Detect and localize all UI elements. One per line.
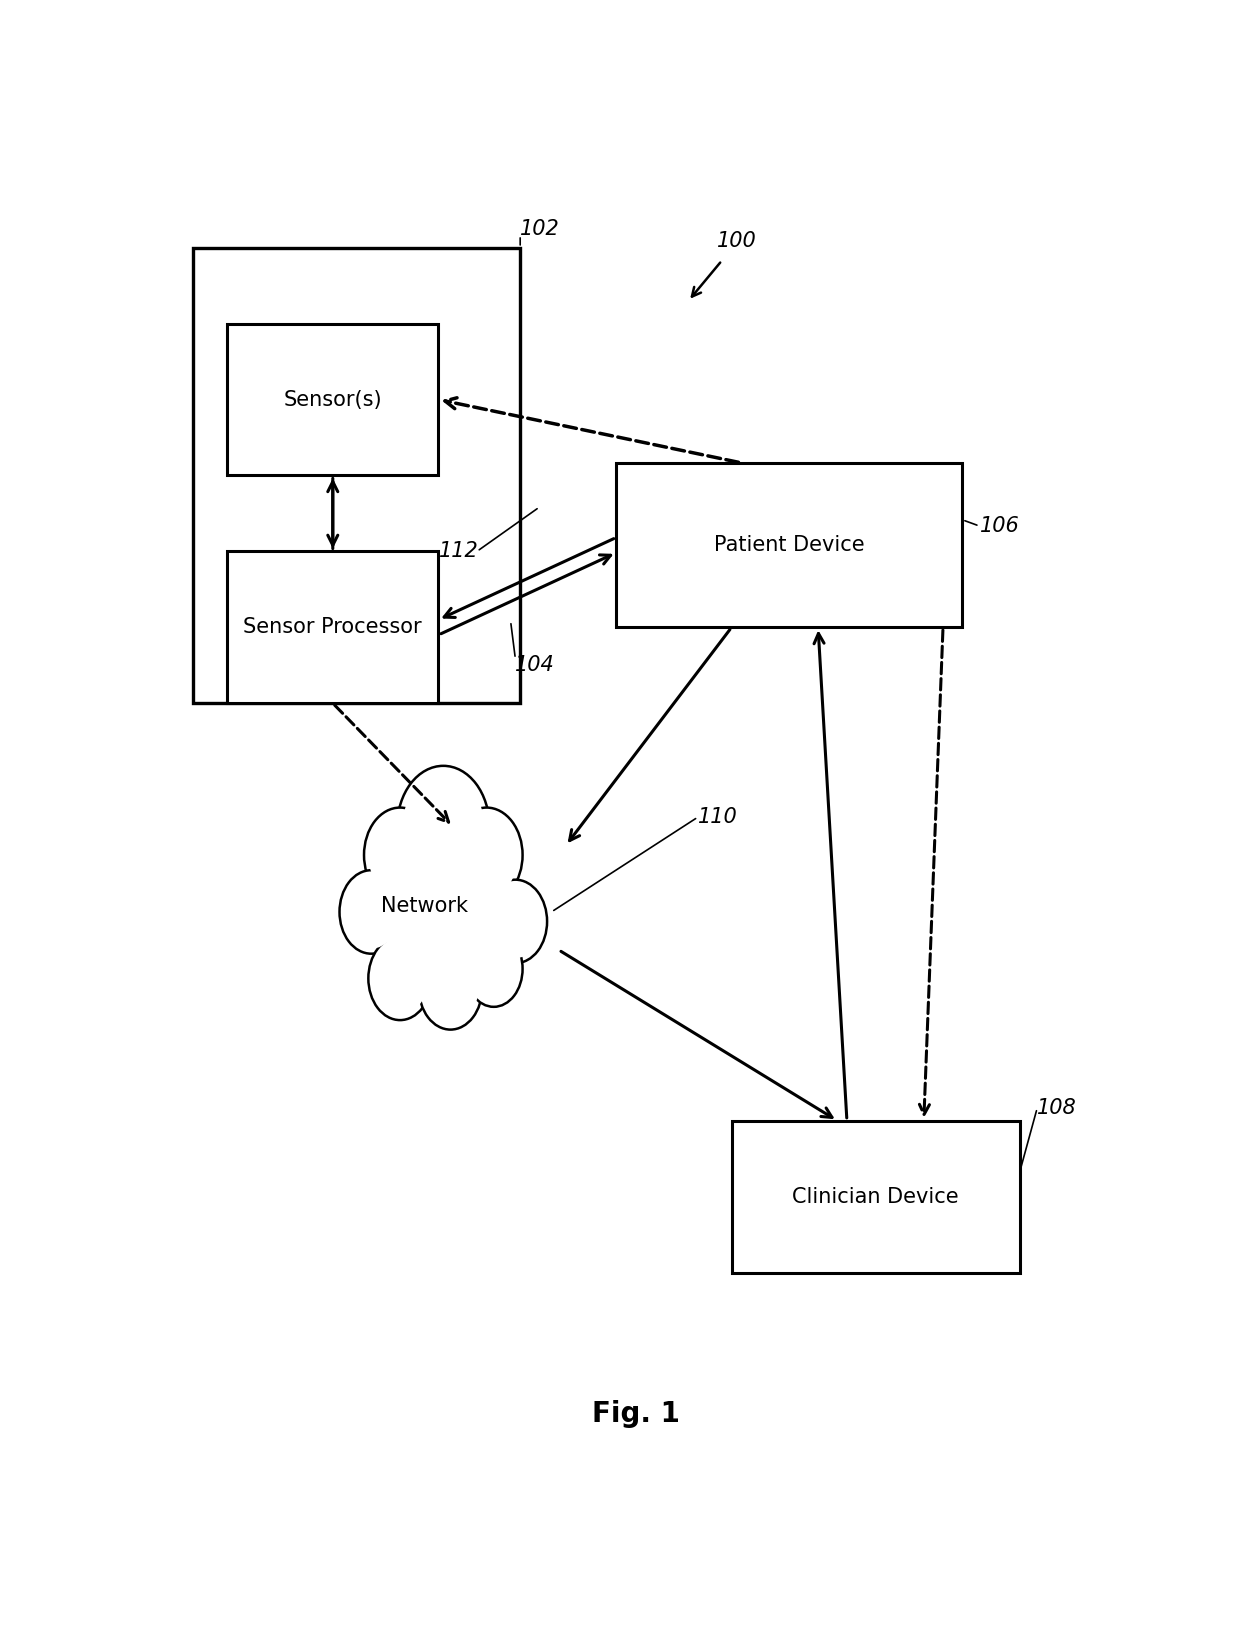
Circle shape bbox=[399, 853, 487, 971]
Text: Sensor Processor: Sensor Processor bbox=[243, 618, 422, 637]
Circle shape bbox=[469, 935, 520, 1002]
Circle shape bbox=[487, 884, 543, 958]
Circle shape bbox=[340, 871, 403, 953]
Text: 112: 112 bbox=[439, 542, 479, 562]
Text: Network: Network bbox=[381, 895, 467, 915]
Circle shape bbox=[455, 813, 518, 897]
Bar bbox=[227, 552, 439, 703]
Bar bbox=[616, 463, 962, 628]
Circle shape bbox=[393, 846, 494, 978]
Text: 110: 110 bbox=[698, 807, 738, 826]
Text: 102: 102 bbox=[521, 219, 560, 238]
Circle shape bbox=[465, 932, 522, 1007]
Circle shape bbox=[484, 879, 547, 963]
Circle shape bbox=[365, 808, 436, 902]
Circle shape bbox=[368, 937, 432, 1020]
Text: Sensor(s): Sensor(s) bbox=[284, 389, 382, 409]
Circle shape bbox=[423, 951, 479, 1025]
Circle shape bbox=[368, 813, 432, 897]
Bar bbox=[193, 248, 521, 703]
Text: 100: 100 bbox=[717, 232, 756, 251]
Circle shape bbox=[343, 876, 399, 948]
Text: Fig. 1: Fig. 1 bbox=[591, 1400, 680, 1428]
Text: 108: 108 bbox=[1037, 1098, 1078, 1117]
Circle shape bbox=[372, 941, 428, 1015]
Circle shape bbox=[397, 766, 490, 887]
Text: 106: 106 bbox=[980, 516, 1019, 536]
Text: Clinician Device: Clinician Device bbox=[792, 1186, 959, 1206]
Circle shape bbox=[383, 836, 503, 996]
Bar bbox=[732, 1121, 1019, 1272]
Bar bbox=[227, 324, 439, 475]
Text: Patient Device: Patient Device bbox=[714, 536, 864, 555]
Text: 104: 104 bbox=[516, 656, 556, 675]
Circle shape bbox=[419, 946, 482, 1030]
Circle shape bbox=[403, 774, 484, 881]
Circle shape bbox=[450, 808, 522, 902]
